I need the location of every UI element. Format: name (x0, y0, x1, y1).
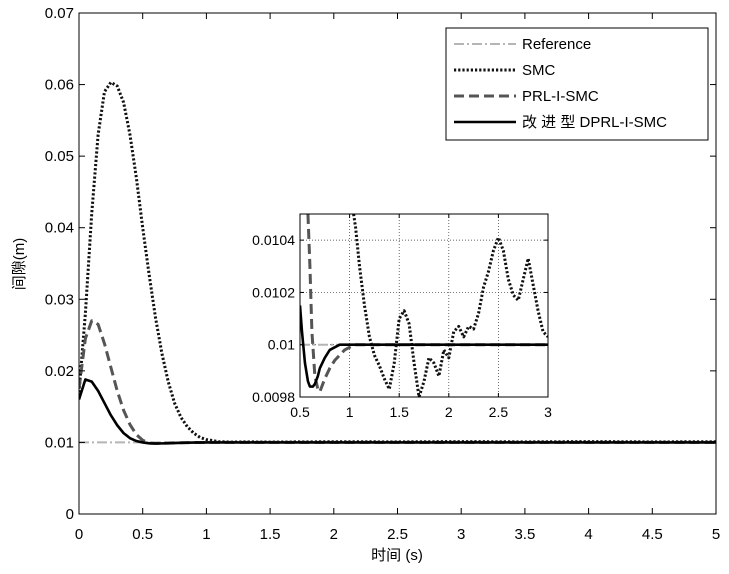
inset-x-tick-label: 0.5 (290, 404, 310, 420)
main-x-tick-label: 1 (202, 526, 210, 543)
main-x-tick-label: 0 (75, 526, 83, 543)
inset-x-tick-label: 2.5 (489, 404, 509, 420)
legend: Reference SMC PRL-I-SMC 改 进 型 DPRL-I-SMC (445, 27, 709, 141)
inset-y-tick-label: 0.01 (268, 337, 295, 353)
main-y-tick-label: 0.07 (45, 5, 74, 22)
y-axis-label: 间隙(m) (11, 238, 28, 291)
main-series-line-1 (79, 80, 716, 444)
main-x-tick-label: 4 (584, 526, 592, 543)
main-series-line-3 (79, 378, 716, 445)
main-x-tick-label: 3.5 (514, 526, 535, 543)
main-y-tick-label: 0 (66, 506, 74, 523)
inset-y-tick-label: 0.0102 (252, 284, 295, 300)
inset-x-tick-label: 3 (544, 404, 552, 420)
inset-plot-frame (299, 213, 549, 398)
x-axis-label: 时间 (s) (371, 547, 423, 564)
main-x-tick-label: 2 (330, 526, 338, 543)
main-x-tick-label: 2.5 (387, 526, 408, 543)
main-x-tick-label: 3 (457, 526, 465, 543)
inset-x-tick-label: 2 (445, 404, 453, 420)
inset-y-tick-label: 0.0104 (252, 232, 295, 248)
inset-y-tick-label: 0.0098 (252, 389, 295, 405)
inset-plot: 0.5 1 1.5 2 2.5 3 0.0098 0.01 0.0102 0.0104 (252, 213, 552, 420)
main-y-tick-label: 0.05 (45, 148, 74, 165)
inset-series-line-3 (300, 305, 548, 388)
main-y-tick-label: 0.03 (45, 291, 74, 308)
legend-label-2: PRL-I-SMC (522, 88, 599, 105)
main-x-tick-label: 1.5 (260, 526, 281, 543)
inset-x-tick-label: 1.5 (389, 404, 409, 420)
legend-label-1: SMC (522, 62, 556, 79)
main-y-tick-label: 0.01 (45, 434, 74, 451)
main-y-tick-label: 0.02 (45, 363, 74, 380)
legend-label-3: 改 进 型 DPRL-I-SMC (522, 114, 667, 131)
inset-series-line-1 (352, 214, 548, 397)
main-y-tick-label: 0.04 (45, 220, 74, 237)
main-x-tick-label: 4.5 (642, 526, 663, 543)
legend-label-0: Reference (522, 36, 591, 53)
inset-plot-area (300, 214, 548, 397)
inset-x-tick-label: 1 (346, 404, 354, 420)
main-x-tick-label: 0.5 (132, 526, 153, 543)
main-x-tick-label: 5 (712, 526, 720, 543)
main-y-tick-label: 0.06 (45, 77, 74, 94)
